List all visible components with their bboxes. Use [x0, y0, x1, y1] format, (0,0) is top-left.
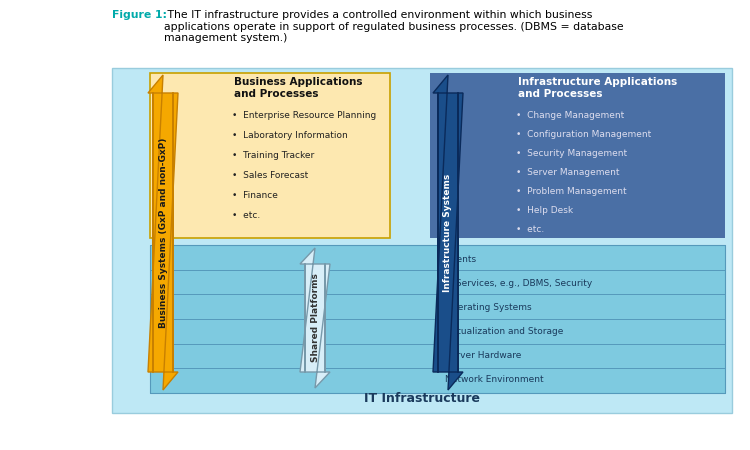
Bar — [430, 73, 725, 238]
Text: Shared Platforms: Shared Platforms — [310, 274, 320, 362]
Text: •  Server Management: • Server Management — [517, 168, 620, 177]
Polygon shape — [300, 248, 330, 388]
Text: •  Sales Forecast: • Sales Forecast — [232, 171, 308, 180]
Text: Operating Systems: Operating Systems — [445, 302, 532, 311]
Text: •  Laboratory Information: • Laboratory Information — [232, 131, 348, 140]
Text: Business Systems (GxP and non-GxP): Business Systems (GxP and non-GxP) — [158, 137, 167, 328]
Polygon shape — [148, 75, 178, 390]
Bar — [150, 73, 390, 238]
Text: •  Finance: • Finance — [232, 191, 278, 200]
Text: Virtualization and Storage: Virtualization and Storage — [445, 327, 563, 336]
Text: •  Enterprise Resource Planning: • Enterprise Resource Planning — [232, 111, 376, 120]
Text: •  Training Tracker: • Training Tracker — [232, 151, 314, 160]
Text: IT Infrastructure: IT Infrastructure — [364, 392, 480, 405]
Text: Business Applications
and Processes: Business Applications and Processes — [234, 77, 362, 99]
Text: •  etc.: • etc. — [517, 225, 544, 234]
Bar — [112, 68, 732, 413]
Text: •  Change Management: • Change Management — [517, 111, 625, 120]
Text: •  Security Management: • Security Management — [517, 149, 628, 158]
Bar — [150, 245, 725, 393]
Text: •  etc.: • etc. — [232, 211, 260, 220]
Text: •  Help Desk: • Help Desk — [517, 206, 574, 215]
Text: •  Configuration Management: • Configuration Management — [517, 130, 652, 139]
Text: Clients: Clients — [445, 255, 476, 264]
Text: Server Hardware: Server Hardware — [445, 351, 521, 360]
Text: •  Problem Management: • Problem Management — [517, 187, 627, 196]
Text: Figure 1:: Figure 1: — [112, 10, 167, 20]
Text: Network Environment: Network Environment — [445, 374, 544, 383]
Text: The IT infrastructure provides a controlled environment within which business
ap: The IT infrastructure provides a control… — [164, 10, 624, 43]
Text: Infrastructure Applications
and Processes: Infrastructure Applications and Processe… — [518, 77, 678, 99]
Text: IT Services, e.g., DBMS, Security: IT Services, e.g., DBMS, Security — [445, 279, 592, 288]
Polygon shape — [433, 75, 463, 390]
Text: Infrastructure Systems: Infrastructure Systems — [443, 173, 452, 292]
